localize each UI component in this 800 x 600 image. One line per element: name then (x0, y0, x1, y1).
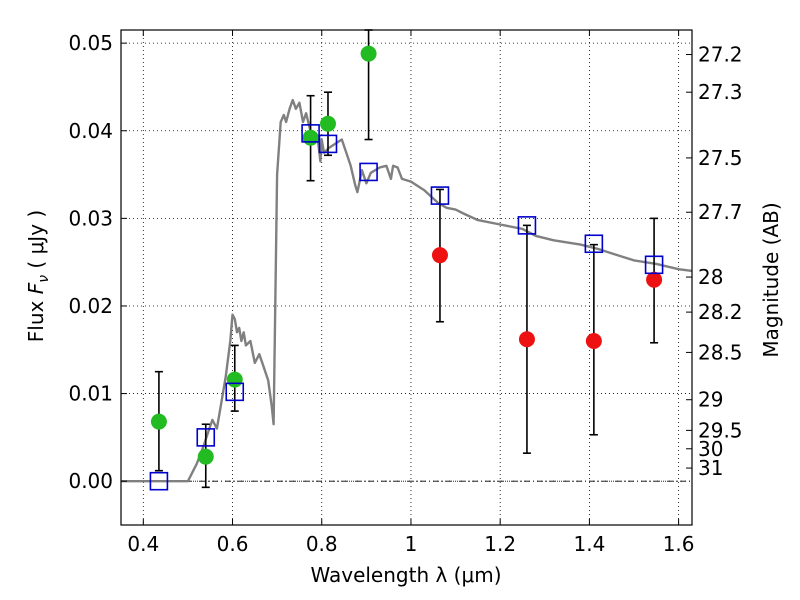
mag-tick-label: 27.7 (698, 200, 743, 224)
x-tick-label: 1.2 (484, 532, 516, 556)
y-tick-label: 0.02 (68, 294, 113, 318)
grid (121, 30, 692, 525)
mag-tick-label: 30 (698, 437, 723, 461)
mag-tick-label: 29.5 (698, 418, 743, 442)
green-data-point (226, 371, 243, 388)
x-tick-label: 0.6 (217, 532, 249, 556)
mag-tick-label: 27.2 (698, 43, 743, 67)
x-tick-label: 1.4 (573, 532, 605, 556)
model-band-square (225, 382, 245, 402)
x-tick-label: 1.6 (663, 532, 695, 556)
red-data-point (646, 271, 663, 288)
mag-tick-label: 27.3 (698, 80, 743, 104)
model-band-square (644, 255, 664, 275)
model-band-square (359, 162, 378, 182)
axis-ticks (121, 30, 692, 525)
x-tick-label: 0.8 (306, 532, 338, 556)
model-band-square (149, 471, 169, 491)
x-axis-label: Wavelength λ (μm) (310, 563, 501, 587)
green-data-point (319, 115, 336, 132)
model-band-square (318, 134, 338, 154)
mag-tick-label: 28 (698, 265, 723, 289)
y-tick-label: 0.03 (68, 206, 113, 230)
green-data-point (197, 448, 214, 465)
x-tick-label: 0.4 (127, 532, 159, 556)
mag-tick-label: 27.5 (698, 146, 743, 170)
red-data-point (518, 331, 535, 348)
y-tick-label: 0.01 (68, 382, 113, 406)
green-data-point (360, 45, 377, 62)
model-band-square (196, 428, 216, 447)
mag-tick-label: 31 (698, 456, 723, 480)
y-tick-label: 0.00 (68, 469, 113, 493)
green-data-point (150, 413, 167, 430)
red-data-point (585, 333, 602, 350)
data-markers (149, 45, 664, 491)
model-band-square (584, 234, 604, 254)
mag-tick-label: 28.2 (698, 300, 743, 324)
y2-axis-label: Magnitude (AB) (759, 202, 783, 357)
model-band-square (430, 186, 450, 205)
y-tick-label: 0.04 (68, 119, 113, 143)
red-data-point (431, 247, 448, 264)
x-tick-label: 1 (405, 532, 418, 556)
error-bars (154, 29, 659, 489)
model-band-square (301, 124, 320, 143)
mag-tick-label: 29 (698, 388, 723, 412)
mag-tick-label: 28.5 (698, 340, 743, 364)
tick-labels: 0.4 0.6 0.8 1 1.2 1.4 1.6 0.00 0.01 0.02 0.03 0.04 0… (68, 31, 742, 556)
y-axis-label: Flux Fν ( μJy ) (24, 210, 52, 342)
y-tick-label: 0.05 (68, 31, 113, 55)
green-data-point (302, 129, 319, 146)
model-band-square (517, 216, 537, 235)
